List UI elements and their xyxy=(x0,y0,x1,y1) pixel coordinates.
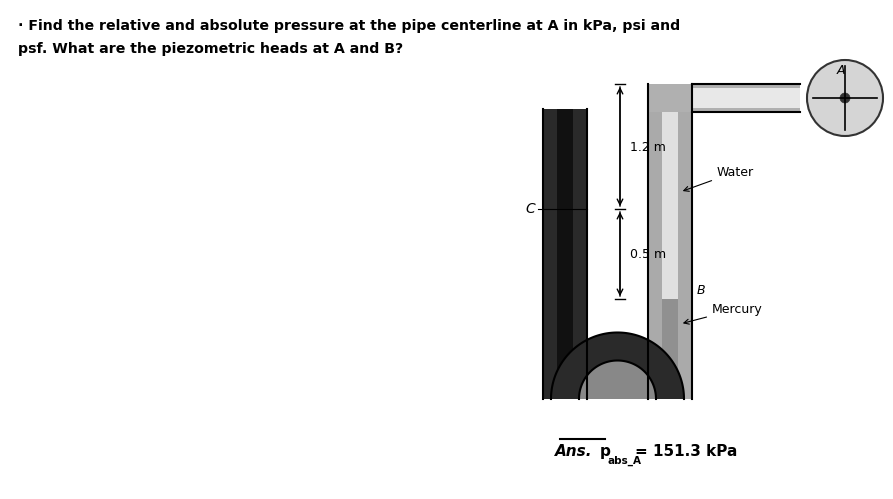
Polygon shape xyxy=(662,84,678,299)
Text: Ans.: Ans. xyxy=(555,444,592,459)
Circle shape xyxy=(807,60,883,136)
Polygon shape xyxy=(551,332,684,399)
Text: 0.5 m: 0.5 m xyxy=(630,248,666,260)
Text: psf. What are the piezometric heads at A and B?: psf. What are the piezometric heads at A… xyxy=(18,42,403,56)
Text: B: B xyxy=(697,284,705,297)
Text: Water: Water xyxy=(684,166,754,191)
Text: abs_A: abs_A xyxy=(607,456,641,466)
Text: = 151.3 kPa: = 151.3 kPa xyxy=(635,444,738,459)
Circle shape xyxy=(840,93,850,103)
Text: A: A xyxy=(837,64,846,77)
Polygon shape xyxy=(579,360,656,399)
Polygon shape xyxy=(543,109,587,399)
Text: C: C xyxy=(525,202,535,216)
Polygon shape xyxy=(692,88,800,108)
Polygon shape xyxy=(557,109,573,399)
Text: · Find the relative and absolute pressure at the pipe centerline at A in kPa, ps: · Find the relative and absolute pressur… xyxy=(18,19,680,33)
Polygon shape xyxy=(648,84,692,399)
Text: 1.2 m: 1.2 m xyxy=(630,141,666,154)
Polygon shape xyxy=(648,84,800,112)
Polygon shape xyxy=(662,299,678,399)
Text: p: p xyxy=(600,444,611,459)
Text: Mercury: Mercury xyxy=(684,302,763,324)
